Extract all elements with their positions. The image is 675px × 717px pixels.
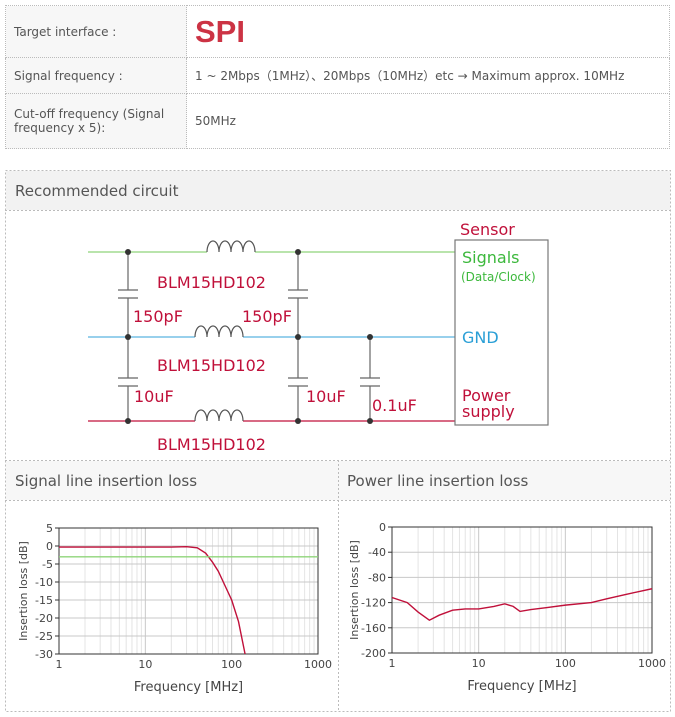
junction xyxy=(295,249,301,255)
section-frame xyxy=(5,170,671,712)
junction xyxy=(125,418,131,424)
x-tick-label: 1 xyxy=(56,658,63,671)
circuit xyxy=(88,239,549,426)
junction xyxy=(125,249,131,255)
y-tick-label: -120 xyxy=(361,597,386,610)
capacitor-label: 0.1uF xyxy=(372,396,417,415)
junction xyxy=(367,418,373,424)
chart-title: Signal line insertion loss xyxy=(15,472,197,490)
capacitor-label: 150pF xyxy=(133,307,183,326)
y-tick-label: -200 xyxy=(361,647,386,660)
capacitor xyxy=(360,337,380,421)
y-axis-label: Insertion loss [dB] xyxy=(17,541,30,641)
junction xyxy=(295,334,301,340)
y-tick-label: -15 xyxy=(35,594,53,607)
capacitor-label: 150pF xyxy=(242,307,292,326)
capacitor-label: 10uF xyxy=(306,387,346,406)
gnd-label: GND xyxy=(462,328,499,347)
plot-area xyxy=(392,527,652,653)
inductor xyxy=(194,325,244,338)
x-tick-label: 1 xyxy=(389,657,396,670)
label: Cut-off frequency (Signal frequency x 5)… xyxy=(5,93,187,149)
plot-frame xyxy=(58,527,319,655)
data-line xyxy=(59,546,246,654)
plot-frame xyxy=(391,526,653,654)
value: 1 ~ 2Mbps（1MHz）、20Mbps（10MHz）etc → Maxim… xyxy=(186,57,670,94)
x-tick-label: 10 xyxy=(472,657,486,670)
inductor-label: BLM15HD102 xyxy=(157,356,266,375)
spec-table: Target interface : SPI Signal frequency :… xyxy=(5,5,670,149)
y-tick-label: -25 xyxy=(35,630,53,643)
power-label: Power xyxy=(462,386,511,405)
row: Signal frequency :1 ~ 2Mbps（1MHz）、20Mbps… xyxy=(5,57,670,94)
y-axis-label: Insertion loss [dB] xyxy=(348,540,361,640)
row: Target interface : SPI xyxy=(5,5,670,58)
inductor xyxy=(206,240,256,253)
signals-note: (Data/Clock) xyxy=(461,270,536,284)
y-tick-label: 5 xyxy=(46,522,53,535)
y-tick-label: -80 xyxy=(368,571,386,584)
chart-title: Power line insertion loss xyxy=(347,472,529,490)
y-tick-label: -160 xyxy=(361,622,386,635)
data-line xyxy=(392,588,652,622)
x-tick-label: 100 xyxy=(555,657,576,670)
capacitor xyxy=(288,252,308,421)
label: Signal frequency : xyxy=(5,57,187,94)
x-tick-label: 100 xyxy=(221,658,242,671)
chart-header xyxy=(6,461,670,500)
x-tick-label: 10 xyxy=(138,658,152,671)
value: SPI xyxy=(186,5,670,58)
junction xyxy=(125,334,131,340)
x-tick-label: 1000 xyxy=(304,658,332,671)
x-tick-label: 1000 xyxy=(638,657,666,670)
row: Cut-off frequency (Signal frequency x 5)… xyxy=(5,93,670,149)
sensor-box xyxy=(454,239,549,426)
x-axis-label: Frequency [MHz] xyxy=(134,680,243,695)
y-tick-label: 0 xyxy=(379,521,386,534)
value: 50MHz xyxy=(186,93,670,149)
y-tick-label: -40 xyxy=(368,546,386,559)
power-label: supply xyxy=(462,402,515,421)
plot-area xyxy=(59,528,318,654)
junctions xyxy=(125,249,373,424)
capacitor xyxy=(118,252,138,421)
inductor xyxy=(194,409,244,422)
y-tick-label: -30 xyxy=(35,648,53,661)
inductor-label: BLM15HD102 xyxy=(157,435,266,454)
capacitor-label: 10uF xyxy=(134,387,174,406)
junction xyxy=(295,418,301,424)
section-title: Recommended circuit xyxy=(15,182,179,200)
junction xyxy=(367,334,373,340)
sensor-label: Sensor xyxy=(460,220,515,239)
y-tick-label: -20 xyxy=(35,612,53,625)
y-tick-label: -10 xyxy=(35,576,53,589)
section-header xyxy=(6,171,670,210)
y-tick-label: 0 xyxy=(46,540,53,553)
signals-label: Signals xyxy=(462,248,519,267)
y-tick-label: -5 xyxy=(42,558,53,571)
x-axis-label: Frequency [MHz] xyxy=(467,679,576,694)
label: Target interface : xyxy=(5,5,187,58)
inductor-label: BLM15HD102 xyxy=(157,273,266,292)
